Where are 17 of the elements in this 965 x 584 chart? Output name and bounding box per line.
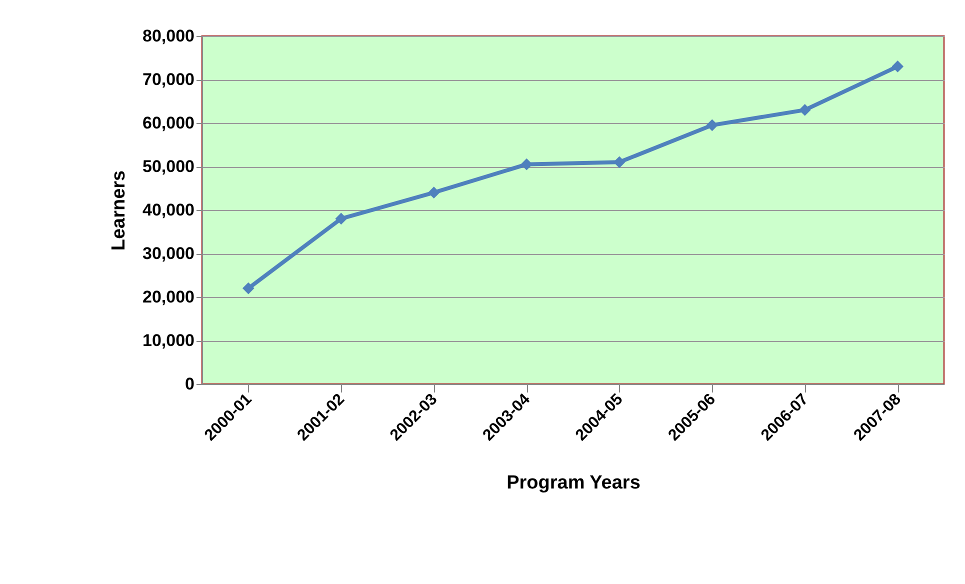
y-tick-label: 10,000 xyxy=(142,331,194,350)
y-tick-label: 80,000 xyxy=(142,26,194,46)
y-tick-label: 20,000 xyxy=(142,288,194,306)
point xyxy=(242,282,254,294)
x-axis-title: Program Years xyxy=(506,472,640,494)
y-tick-label: 50,000 xyxy=(142,157,194,176)
y-axis-title: Learners xyxy=(108,170,130,251)
point xyxy=(706,119,718,132)
point xyxy=(428,186,440,199)
y-tick-label: 70,000 xyxy=(142,70,194,89)
y-tick-label: 0 xyxy=(185,374,194,394)
point xyxy=(892,60,904,72)
y-tick-label: 40,000 xyxy=(142,200,194,220)
point xyxy=(798,104,811,116)
point xyxy=(335,212,348,225)
y-tick-label: 30,000 xyxy=(142,244,194,263)
y-tick-label: 60,000 xyxy=(142,114,194,132)
